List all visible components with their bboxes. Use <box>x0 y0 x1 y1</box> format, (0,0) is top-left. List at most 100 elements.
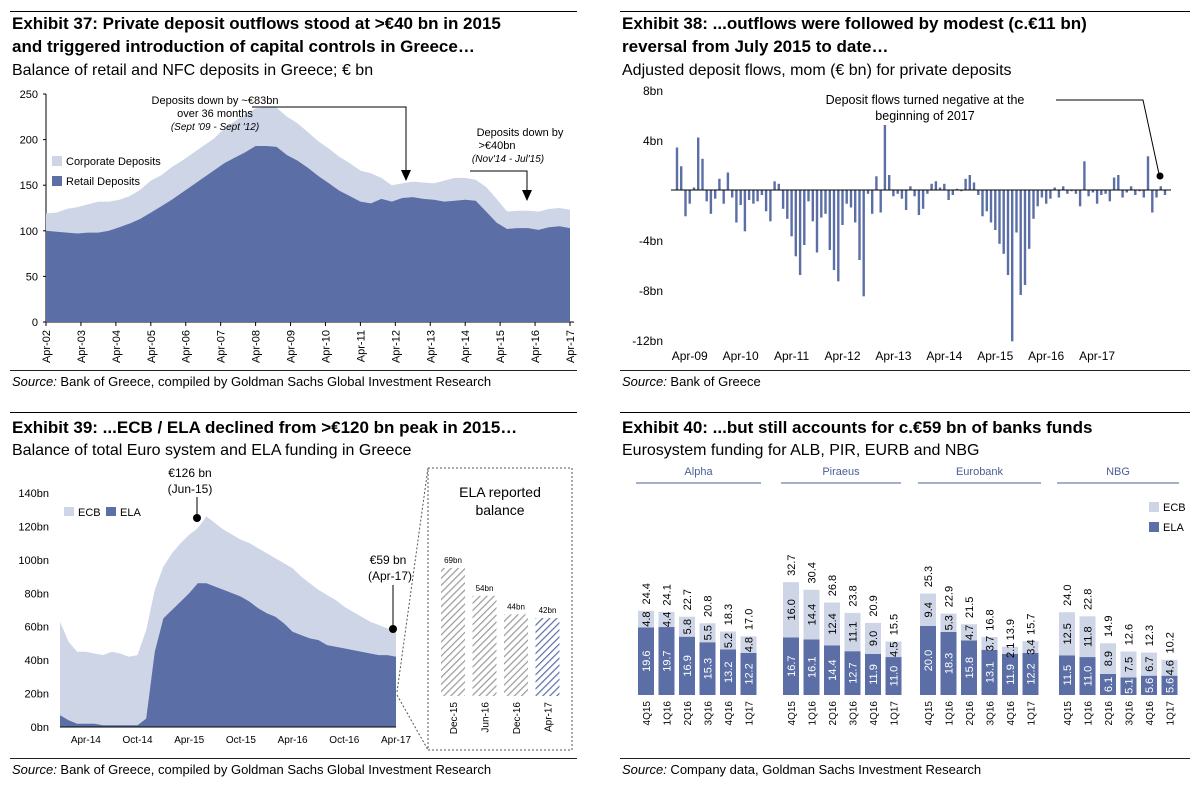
ecb-value-label: 4.5 <box>889 642 901 657</box>
ela-value-label: 16.7 <box>786 655 798 676</box>
ecb-value-label: 9.4 <box>923 602 935 617</box>
flow-bar <box>777 183 780 191</box>
flow-bar <box>998 190 1001 244</box>
bar-ela <box>981 649 998 695</box>
exhibit-40-source: Source: Company data, Goldman Sachs Inve… <box>622 762 981 777</box>
flow-bar <box>1163 190 1167 195</box>
flow-bar <box>1087 190 1090 197</box>
flow-bar <box>722 190 725 204</box>
legend-swatch-ecb <box>64 507 74 516</box>
legend-swatch-ecb <box>1149 502 1159 512</box>
bar-ecb <box>961 624 977 641</box>
bar-ela <box>658 627 675 695</box>
y-tick-label: 40bn <box>25 655 49 667</box>
x-tick-label: Apr-07 <box>216 330 228 363</box>
annotation-1-arrowhead <box>401 170 411 181</box>
legend-label-ecb: ECB <box>78 507 101 519</box>
flow-bar <box>1032 190 1035 219</box>
flow-bar <box>811 190 814 222</box>
flow-bar <box>883 125 887 190</box>
ecb-value-label: 14.4 <box>807 604 819 625</box>
source-text: Company data, Goldman Sachs Investment R… <box>666 762 982 777</box>
flow-bar <box>875 176 878 190</box>
ecb-value-label: 11.8 <box>1083 626 1095 647</box>
bar-ela <box>740 652 757 695</box>
bar-ela <box>638 627 654 695</box>
group-label-alpha: Alpha <box>684 466 713 478</box>
flow-bar <box>1023 190 1027 285</box>
y-tick-label: 150 <box>20 180 38 192</box>
end-marker <box>389 625 397 633</box>
bar-ela <box>1161 675 1178 695</box>
bar-ela <box>699 642 716 695</box>
total-value-label: 23.8 <box>848 585 860 606</box>
bar-ecb <box>658 611 675 628</box>
ecb-value-label: 12.4 <box>827 613 839 634</box>
ela-value-label: 11.9 <box>1005 664 1017 685</box>
flow-bar <box>735 190 738 223</box>
total-value-label: 22.9 <box>944 586 956 607</box>
inset-category-label: Apr-17 <box>544 702 555 732</box>
flow-bar <box>862 190 865 297</box>
flow-bar <box>692 187 696 190</box>
flow-bar <box>697 137 700 190</box>
ecb-value-label: 8.9 <box>1103 651 1115 666</box>
flow-bar <box>1095 190 1099 204</box>
flow-bar <box>977 190 980 195</box>
end-label-line1: €59 bn <box>370 553 407 567</box>
flow-bar <box>718 178 721 191</box>
flow-bar <box>1002 190 1005 254</box>
y-tick-label: 80bn <box>25 588 49 600</box>
y-tick-label: 100bn <box>18 555 49 567</box>
exhibit-37-title-line2: and triggered introduction of capital co… <box>12 37 475 56</box>
flow-bar <box>1062 186 1065 191</box>
ela-value-label: 5.6 <box>1144 678 1156 693</box>
bar-ecb <box>740 636 757 653</box>
bar-ecb <box>1120 651 1137 678</box>
x-tick-label: Apr-14 <box>71 735 101 746</box>
bar-ela <box>961 640 977 695</box>
flow-bar <box>938 187 942 190</box>
ecb-value-label: 16.0 <box>786 599 798 620</box>
flow-bar <box>930 183 933 191</box>
inset-connector-top <box>396 467 429 693</box>
period-label: 3Q16 <box>986 701 997 726</box>
period-label: 2Q16 <box>1104 701 1115 726</box>
flow-bar <box>794 190 797 257</box>
ecb-value-label: 5.5 <box>703 625 715 640</box>
total-value-label: 26.8 <box>827 575 839 596</box>
exhibit-39-subtitle: Balance of total Euro system and ELA fun… <box>12 442 412 459</box>
y-tick-label: 200 <box>20 135 38 147</box>
inset-category-label: Dec-15 <box>449 702 460 735</box>
flow-bar <box>1006 190 1010 275</box>
exhibit-40-source-rule <box>620 758 1190 759</box>
period-label: 3Q16 <box>849 701 860 726</box>
flow-bar <box>1112 177 1116 190</box>
ela-value-label: 19.6 <box>641 650 653 671</box>
flow-bar <box>1134 190 1137 195</box>
bar-ecb <box>1002 646 1018 654</box>
bar-ela <box>720 649 736 695</box>
flow-bar <box>926 190 929 194</box>
ela-value-label: 14.4 <box>827 659 839 680</box>
x-tick-label: Apr-14 <box>460 330 472 363</box>
x-tick-label: Apr-11 <box>774 349 809 363</box>
exhibit-37-title-line1: Exhibit 37: Private deposit outflows sto… <box>12 14 501 33</box>
bar-ela <box>1059 655 1075 695</box>
bar-ela <box>1002 653 1018 695</box>
ela-value-label: 19.7 <box>662 650 674 671</box>
end-label-line2: (Apr-17) <box>368 569 412 583</box>
flow-bar <box>739 190 742 205</box>
ecb-value-label: 4.4 <box>662 612 674 627</box>
exhibit-39-top-rule <box>10 412 577 413</box>
bar-ela <box>885 657 902 695</box>
total-value-label: 22.8 <box>1083 589 1095 610</box>
flow-bar <box>688 190 691 204</box>
bar-ecb <box>981 637 998 650</box>
x-tick-label: Apr-16 <box>530 330 542 363</box>
period-label: 4Q15 <box>787 701 798 726</box>
bar-ela <box>803 639 820 695</box>
source-text: Bank of Greece, compiled by Goldman Sach… <box>56 762 492 777</box>
y-tick-label: -4bn <box>639 234 663 248</box>
x-tick-label: Oct-16 <box>329 735 359 746</box>
